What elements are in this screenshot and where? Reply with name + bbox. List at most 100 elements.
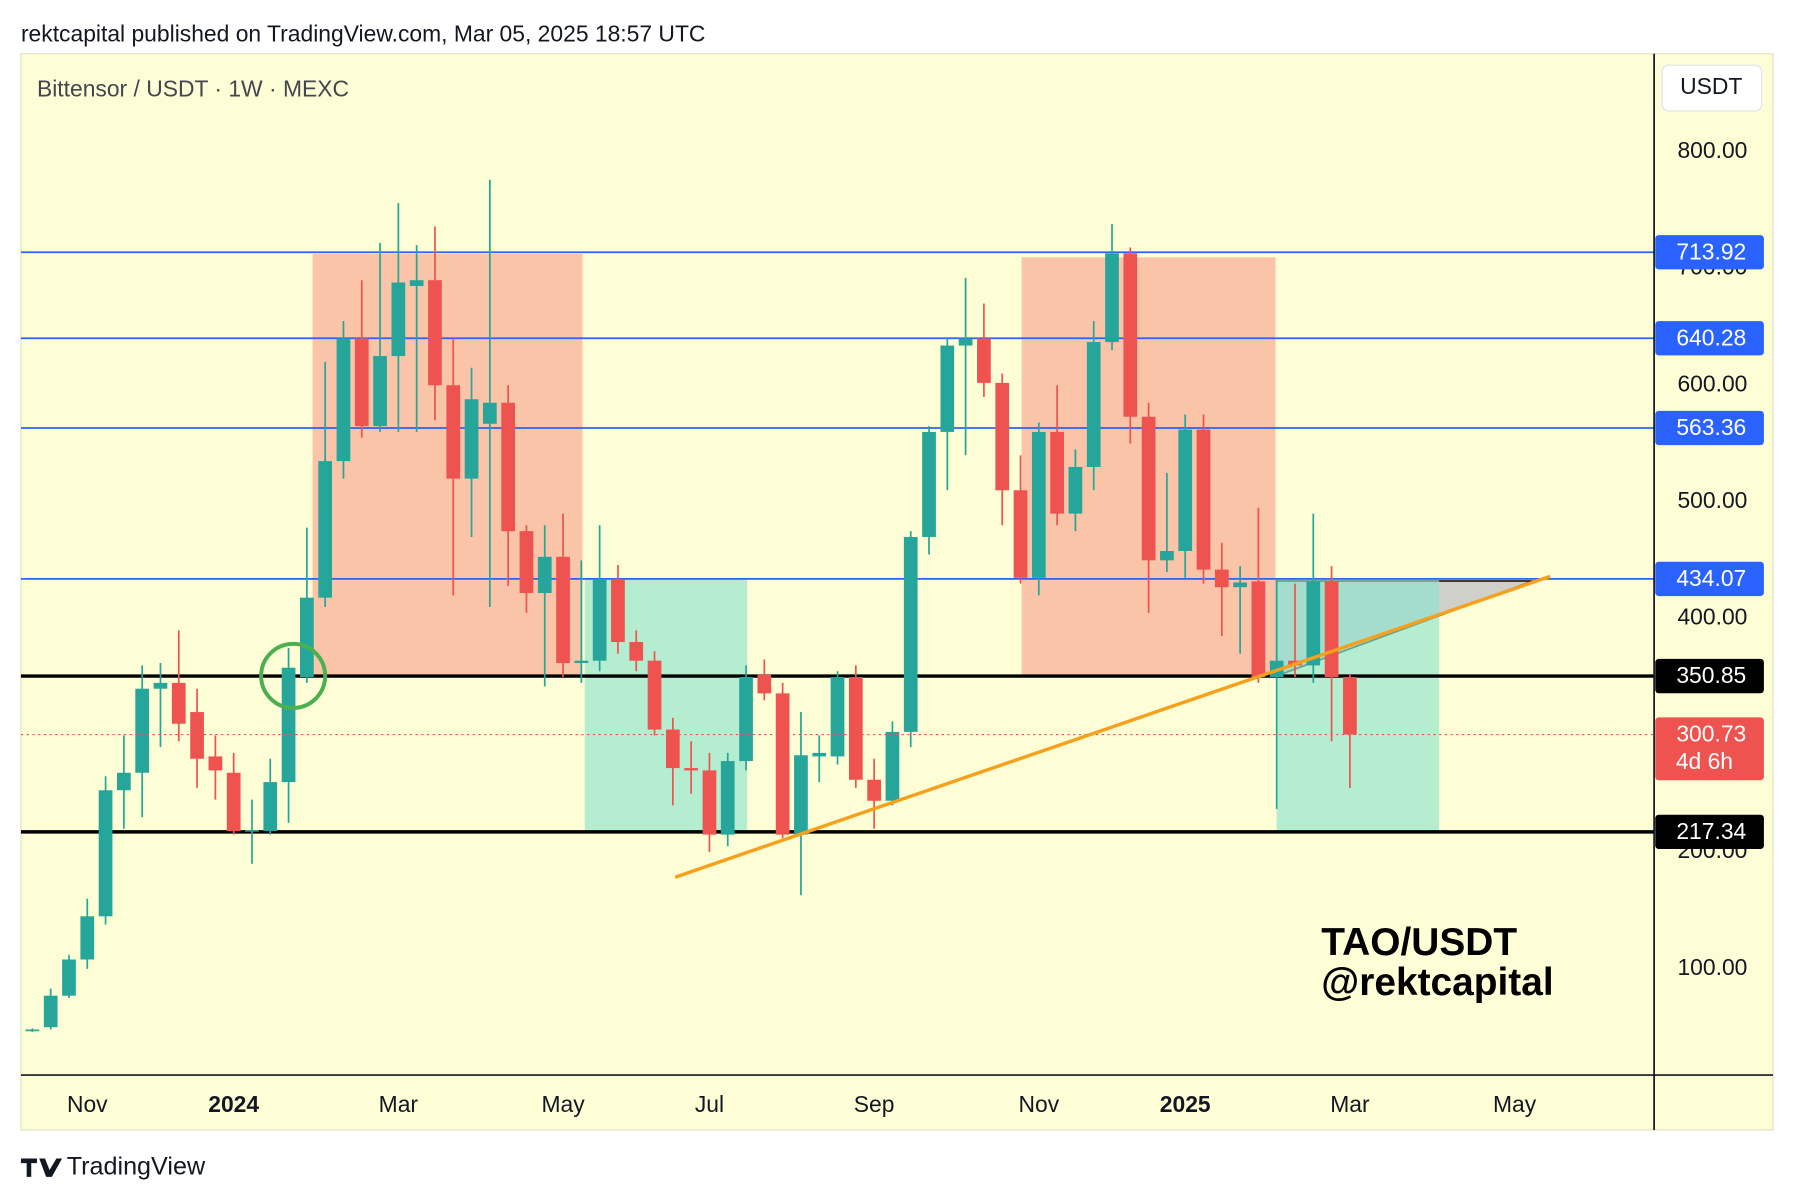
candle-body xyxy=(794,755,808,835)
x-tick-label: Mar xyxy=(379,1091,419,1117)
candle-body xyxy=(98,790,113,917)
y-tick-label: 800.00 xyxy=(1677,137,1747,163)
candle-body xyxy=(1031,431,1046,578)
overlay: TAO/USDT @rektcapital xyxy=(259,574,1554,1004)
candle-body xyxy=(446,385,461,479)
candle-body xyxy=(245,829,259,832)
candle-body xyxy=(611,578,625,643)
candle-body xyxy=(300,597,314,678)
candle-body xyxy=(684,768,699,771)
candle-body xyxy=(958,338,973,346)
price-label-box xyxy=(1655,717,1764,781)
candle-body xyxy=(25,1029,40,1032)
x-tick-label: Nov xyxy=(67,1091,108,1117)
header: rektcapital published on TradingView.com… xyxy=(21,21,705,47)
candle-body xyxy=(1050,431,1064,514)
level-label: 640.28 xyxy=(1676,324,1746,350)
brand-logo: TradingView xyxy=(20,1152,206,1180)
annotation: TAO/USDT xyxy=(1321,921,1517,964)
x-tick-label: Jul xyxy=(695,1091,724,1117)
candle-body xyxy=(1068,466,1083,514)
candle-body xyxy=(848,677,863,780)
x-tick-label: 2025 xyxy=(1160,1091,1211,1117)
level-label-box xyxy=(1655,321,1764,356)
currency-box xyxy=(1661,64,1763,112)
y-tick-label: 400.00 xyxy=(1677,604,1747,630)
x-tick-label: May xyxy=(1493,1091,1537,1117)
candle-body xyxy=(1251,581,1266,678)
y-tick-label: 500.00 xyxy=(1677,487,1747,513)
candle-body xyxy=(556,556,570,664)
x-tick-label: 2024 xyxy=(208,1091,259,1117)
candle-body xyxy=(940,345,955,432)
candle-body xyxy=(757,674,772,694)
candle-body xyxy=(391,282,406,357)
candle-body xyxy=(409,280,424,287)
candle-body xyxy=(1160,550,1174,561)
candle-body xyxy=(1141,416,1156,561)
candle-body xyxy=(1324,581,1339,678)
candle-body xyxy=(464,399,479,479)
highlight-circle xyxy=(259,641,328,710)
candle-body xyxy=(702,770,717,835)
level-label-box xyxy=(1655,410,1764,446)
candle-body xyxy=(977,338,991,383)
candle-body xyxy=(922,431,936,537)
countdown: 4d 6h xyxy=(1676,748,1733,774)
candle-body xyxy=(482,402,497,424)
candle-body xyxy=(1086,342,1101,467)
x-tick-label: Nov xyxy=(1018,1091,1059,1117)
candle-body xyxy=(263,782,278,832)
candle-body xyxy=(1343,677,1357,735)
candle-body xyxy=(117,772,131,791)
candle-body xyxy=(665,729,680,769)
candle-body xyxy=(519,531,534,593)
candle-body xyxy=(1105,253,1119,343)
candle-body xyxy=(62,959,76,996)
candle-body xyxy=(629,642,644,661)
price-label: 300.73 xyxy=(1676,721,1746,747)
y-tick-label: 100.00 xyxy=(1677,954,1747,980)
candle-body xyxy=(592,578,607,661)
x-tick-label: Sep xyxy=(854,1091,895,1117)
candle-body xyxy=(43,995,58,1028)
candle-body xyxy=(995,382,1010,491)
level-label-box xyxy=(1655,814,1764,850)
candle-body xyxy=(830,677,845,757)
candle-body xyxy=(867,779,881,801)
candle-body xyxy=(318,461,333,598)
candle-body xyxy=(281,667,296,783)
candle-body xyxy=(1196,429,1211,570)
candle-body xyxy=(1178,429,1193,551)
candle-body xyxy=(190,712,204,759)
plot xyxy=(20,179,1655,1032)
candle-body xyxy=(208,756,223,771)
logo-mark xyxy=(20,1158,63,1177)
trendline xyxy=(674,574,1551,879)
candle-body xyxy=(80,916,95,960)
candle-body xyxy=(739,677,753,762)
candle-body xyxy=(1306,581,1321,666)
candle-body xyxy=(336,338,351,462)
candle-body xyxy=(373,356,387,427)
chart-title: Bittensor / USDT · 1W · MEXC xyxy=(37,75,349,101)
annotation: @rektcapital xyxy=(1321,961,1553,1004)
candle-body xyxy=(903,536,918,732)
level-label: 350.85 xyxy=(1676,662,1746,688)
level-label: 713.92 xyxy=(1676,238,1746,264)
candle-body xyxy=(1013,490,1028,578)
level-label-box xyxy=(1655,658,1764,694)
y-tick-label: 600.00 xyxy=(1677,370,1747,396)
candle-body xyxy=(574,660,589,664)
candle-body xyxy=(775,693,790,835)
zone-green xyxy=(1276,578,1440,832)
x-tick-label: Mar xyxy=(1330,1091,1370,1117)
candle-body xyxy=(171,682,186,724)
candle-body xyxy=(1123,253,1138,417)
candle-body xyxy=(226,772,241,832)
candle-body xyxy=(647,660,662,730)
candle-body xyxy=(135,688,150,773)
candle-body xyxy=(1214,569,1229,588)
